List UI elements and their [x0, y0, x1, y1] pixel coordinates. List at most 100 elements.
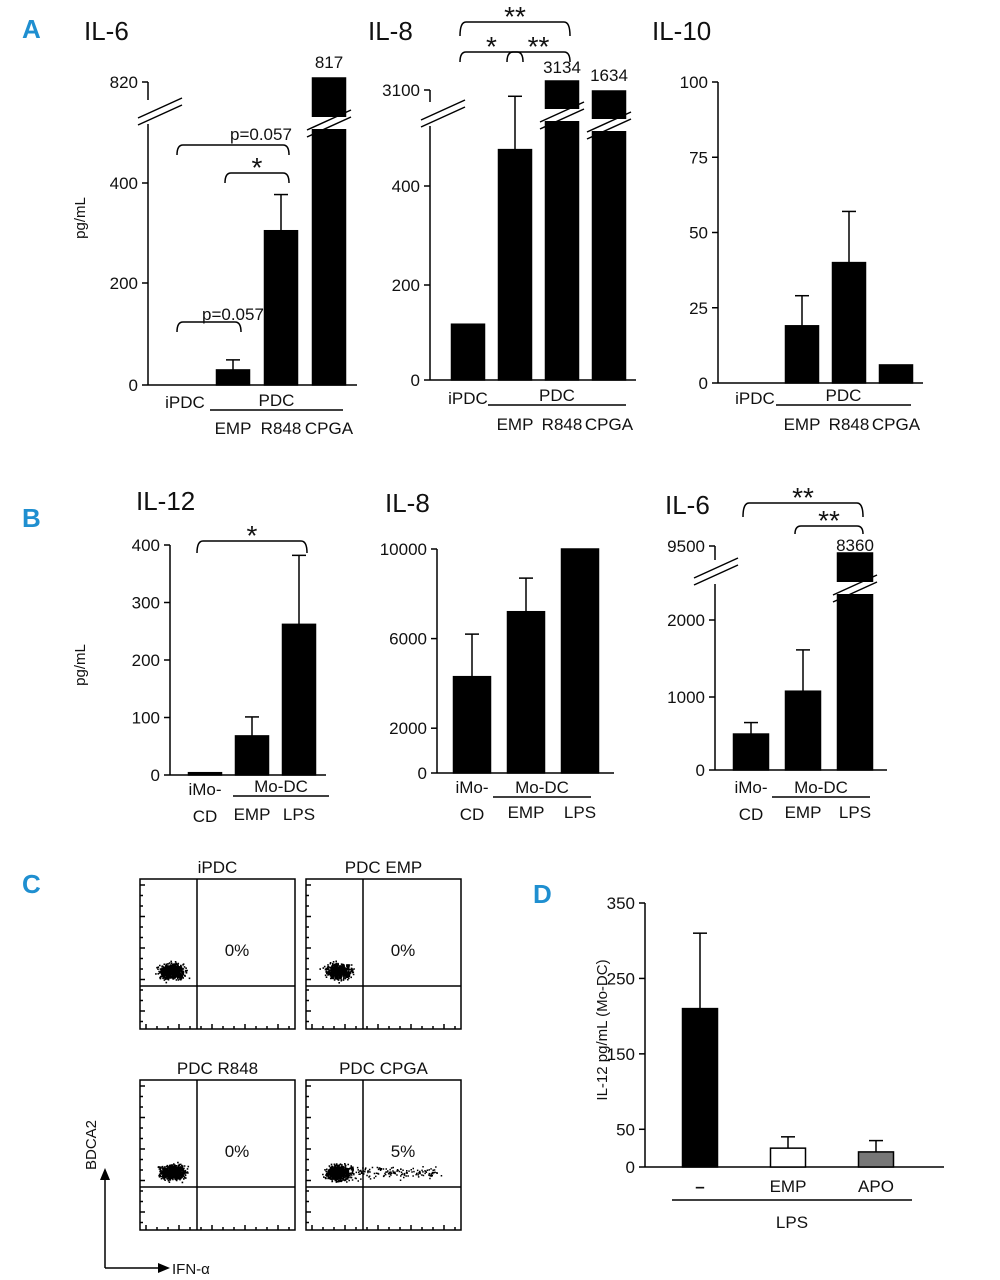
A2-category-label: EMP	[497, 415, 534, 434]
chart-a-il8: IL-8 0 200 400 3100 3134 1634 iPDC EMP R848 CPGA PD…	[368, 1, 636, 434]
A2-comparison-label: *	[486, 31, 497, 62]
B2-ytick-label: 10000	[380, 540, 427, 559]
A1-category-label: EMP	[215, 419, 252, 438]
D-ytick-label: 150	[607, 1045, 635, 1064]
A1-bar	[263, 229, 299, 386]
chart-b-il8: IL-8 0 2000 6000 10000 iMo- CD EMP LPS Mo-DC	[380, 488, 614, 824]
A2-comparison-label: **	[504, 1, 526, 32]
A3-category-label: EMP	[784, 415, 821, 434]
A3-title: IL-10	[652, 16, 711, 46]
B1-comparison-label: *	[247, 520, 258, 551]
chart-b-il12: IL-12 pg/mL 0 100 200 300 400 iMo- CD EMP LPS Mo-DC…	[72, 486, 329, 826]
B1-ytick-label: 0	[151, 766, 160, 785]
A1-comparison-bracket	[224, 172, 290, 184]
B3-ytick-label: 0	[696, 761, 705, 780]
A3-group-label: PDC	[826, 386, 862, 405]
A2-title: IL-8	[368, 16, 413, 46]
A2-comparison-bracket	[459, 51, 524, 63]
flow-event-dots	[157, 1161, 190, 1184]
A3-ytick-label: 0	[699, 374, 708, 393]
A1-ytick-label: 200	[110, 274, 138, 293]
B3-axis-break-b	[693, 564, 739, 586]
B3-category-label: iMo-	[734, 778, 767, 797]
A1-title: IL-6	[84, 16, 129, 46]
A2-comparison-label: **	[528, 31, 550, 62]
B2-title: IL-8	[385, 488, 430, 518]
D-category-label: –	[695, 1177, 704, 1196]
A2-bar-break-a	[586, 111, 632, 133]
A1-value-label: 817	[315, 53, 343, 72]
B2-category-label: EMP	[508, 803, 545, 822]
D-bar	[681, 1007, 719, 1168]
A2-comparison-bracket	[506, 51, 571, 63]
flow-y-arrow-head	[100, 1168, 110, 1180]
D-ytick-label: 350	[607, 894, 635, 913]
B1-category-label-2: CD	[193, 807, 218, 826]
D-ytick-label: 50	[616, 1120, 635, 1139]
flow-plot-frame	[305, 878, 462, 1030]
A2-axis-break-b	[420, 106, 466, 128]
B1-ytick-label: 100	[132, 709, 160, 728]
flow-y-axis-label: BDCA2	[83, 1120, 100, 1170]
B3-category-label-2: CD	[739, 805, 764, 824]
A2-bar-break-gap	[590, 119, 628, 131]
A2-comparison-bracket	[459, 21, 571, 37]
A2-category-label: iPDC	[448, 389, 488, 408]
flow-percent-label: 0%	[391, 941, 416, 960]
A3-ytick-label: 100	[680, 73, 708, 92]
A2-value-label: 1634	[590, 66, 628, 85]
flow-plot-frame	[305, 1079, 462, 1231]
A1-bar-break-a	[306, 109, 352, 131]
A1-ytick-label: 0	[129, 376, 138, 395]
A2-bar-break-gap	[543, 109, 581, 121]
A1-axis-break-a	[137, 97, 183, 119]
flow-event-dots	[319, 960, 355, 984]
B3-bar-break-gap	[835, 582, 875, 594]
A1-comparison-bracket	[176, 144, 290, 156]
B3-category-label: LPS	[839, 803, 871, 822]
D-bar	[769, 1147, 807, 1168]
B1-ytick-label: 300	[132, 594, 160, 613]
A3-bar	[831, 261, 867, 384]
A2-category-label: R848	[542, 415, 583, 434]
A1-ytick-label: 820	[110, 73, 138, 92]
A1-category-label: CPGA	[305, 419, 354, 438]
A1-group-label: PDC	[259, 391, 295, 410]
flow-percent-label: 0%	[225, 941, 250, 960]
A2-ytick-label: 400	[392, 177, 420, 196]
B1-ylabel: pg/mL	[72, 644, 89, 686]
A3-ytick-label: 75	[689, 148, 708, 167]
A1-comparison-label: p=0.057	[202, 305, 264, 324]
A2-bar	[497, 148, 533, 381]
D-ylabel: IL-12 pg/mL (Mo-DC)	[594, 959, 611, 1100]
B3-value-label: 8360	[836, 536, 874, 555]
A1-bar	[215, 369, 251, 386]
B1-category-label: LPS	[283, 805, 315, 824]
panel-label-d: D	[533, 879, 552, 909]
A2-ytick-label: 200	[392, 276, 420, 295]
B3-title: IL-6	[665, 490, 710, 520]
B1-ytick-label: 400	[132, 536, 160, 555]
flow-plot-title: PDC R848	[177, 1059, 258, 1078]
flow-x-axis-label: IFN-α	[172, 1261, 210, 1278]
D-category-label: EMP	[770, 1177, 807, 1196]
D-group-label: LPS	[776, 1213, 808, 1232]
B2-category-label-2: CD	[460, 805, 485, 824]
A2-bar	[450, 323, 486, 381]
chart-d-il12: IL-12 pg/mL (Mo-DC) 0 50 150 250 350 – EMP APO LP…	[594, 894, 944, 1232]
A3-bar	[878, 364, 914, 384]
B3-ytick-label: 9500	[667, 537, 705, 556]
chart-a-il6: IL-6 pg/mL 0 200 400 820 817 iPDC EMP R848 CPGA PDC…	[72, 16, 357, 438]
B1-bar	[281, 623, 317, 776]
A3-category-label: CPGA	[872, 415, 921, 434]
B1-comparison-bracket	[196, 540, 308, 554]
A1-category-label: R848	[261, 419, 302, 438]
A2-bar-break-b	[586, 118, 632, 140]
flow-event-dots	[155, 960, 191, 984]
A2-axis-break-a	[420, 99, 466, 121]
chart-b-il6: IL-6 0 1000 2000 9500 8360 iMo- CD EMP LPS Mo-DC **…	[665, 482, 887, 824]
A1-bar-break-gap	[310, 117, 348, 129]
D-ytick-label: 0	[626, 1158, 635, 1177]
B3-comparison-label: **	[792, 482, 814, 513]
